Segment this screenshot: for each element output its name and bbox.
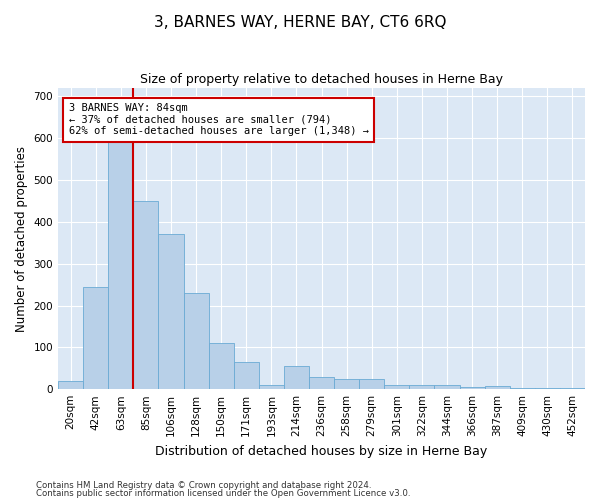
Title: Size of property relative to detached houses in Herne Bay: Size of property relative to detached ho… (140, 72, 503, 86)
Bar (359, 378, 384, 389)
Text: 3 BARNES WAY: 84sqm
← 37% of detached houses are smaller (794)
62% of semi-detac: 3 BARNES WAY: 84sqm ← 37% of detached ho… (68, 103, 368, 136)
Text: Contains public sector information licensed under the Open Government Licence v3: Contains public sector information licen… (36, 489, 410, 498)
Text: Contains HM Land Registry data © Crown copyright and database right 2024.: Contains HM Land Registry data © Crown c… (36, 480, 371, 490)
Bar (434, 385, 460, 389)
Bar (309, 376, 334, 389)
Text: 3, BARNES WAY, HERNE BAY, CT6 6RQ: 3, BARNES WAY, HERNE BAY, CT6 6RQ (154, 15, 446, 30)
Bar (108, 122, 133, 389)
Bar (158, 234, 184, 389)
X-axis label: Distribution of detached houses by size in Herne Bay: Distribution of detached houses by size … (155, 444, 488, 458)
Bar (58, 381, 83, 389)
Bar (485, 386, 510, 389)
Bar (83, 286, 108, 389)
Bar (284, 366, 309, 389)
Y-axis label: Number of detached properties: Number of detached properties (15, 146, 28, 332)
Bar (233, 362, 259, 389)
Bar (334, 378, 359, 389)
Bar (184, 293, 209, 389)
Bar (460, 387, 485, 389)
Bar (259, 385, 284, 389)
Bar (510, 388, 535, 389)
Bar (133, 201, 158, 389)
Bar (384, 385, 409, 389)
Bar (209, 343, 233, 389)
Bar (409, 385, 434, 389)
Bar (535, 388, 560, 389)
Bar (560, 388, 585, 389)
